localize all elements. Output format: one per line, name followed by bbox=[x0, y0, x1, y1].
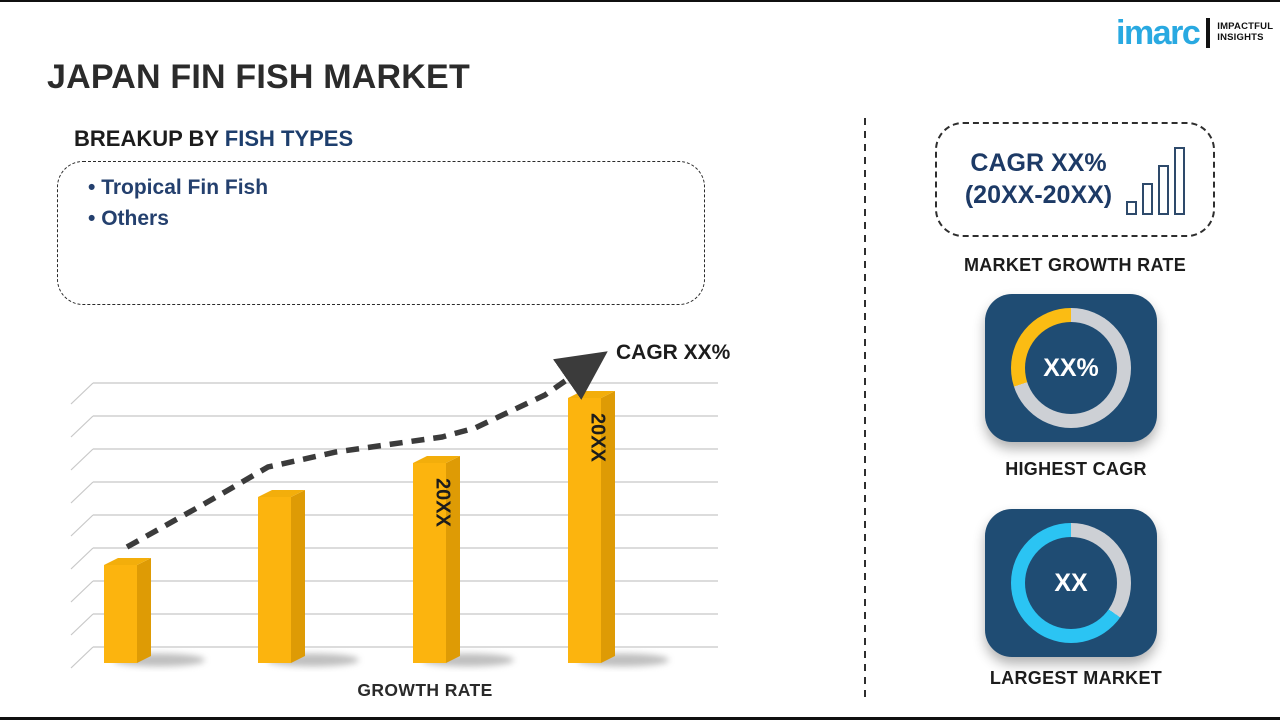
logo-tagline: IMPACTFUL INSIGHTS bbox=[1217, 21, 1274, 44]
cagr-summary-box: CAGR XX% (20XX-20XX) bbox=[935, 122, 1215, 237]
breakup-heading: BREAKUP BY FISH TYPES bbox=[74, 126, 353, 152]
largest-market-label: LARGEST MARKET bbox=[989, 668, 1163, 688]
bar-chart-icon bbox=[1126, 145, 1186, 215]
largest-market-card: XX bbox=[985, 509, 1157, 657]
growth-rate-bar-chart: 20XX 20XX bbox=[70, 351, 718, 669]
logo-tagline-line2: INSIGHTS bbox=[1217, 32, 1264, 43]
cagr-summary-text: CAGR XX% (20XX-20XX) bbox=[965, 148, 1112, 211]
donut-hole bbox=[1025, 322, 1117, 414]
breakup-list: Tropical Fin Fish Others bbox=[88, 172, 268, 234]
highest-cagr-donut-chart: XX% bbox=[1011, 308, 1131, 428]
cagr-trend-label: CAGR XX% bbox=[616, 341, 731, 364]
cagr-value-line: CAGR XX% bbox=[970, 149, 1107, 178]
largest-market-donut-chart: XX bbox=[1011, 523, 1131, 643]
bar-chart-icon-bar2 bbox=[1142, 182, 1154, 215]
bar-label: 20XX bbox=[587, 413, 609, 463]
vertical-dashed-divider bbox=[864, 118, 866, 700]
highest-cagr-label: HIGHEST CAGR bbox=[1005, 459, 1147, 479]
page-title: JAPAN FIN FISH MARKET bbox=[47, 58, 470, 96]
breakup-heading-accent: FISH TYPES bbox=[224, 126, 354, 151]
cagr-trend-arrow bbox=[125, 351, 608, 550]
largest-market-value: XX bbox=[1054, 568, 1088, 597]
logo-tagline-line1: IMPACTFUL bbox=[1217, 21, 1274, 33]
donut-hole bbox=[1025, 537, 1117, 629]
chart-bars: 20XX 20XX bbox=[104, 391, 615, 663]
logo-divider bbox=[1206, 18, 1211, 48]
breakup-heading-prefix: BREAKUP BY bbox=[74, 126, 225, 151]
top-border-line bbox=[0, 0, 1280, 2]
market-growth-rate-label: MARKET GROWTH RATE bbox=[963, 255, 1187, 275]
cagr-period-line: (20XX-20XX) bbox=[964, 180, 1113, 209]
breakup-item-tropical-fin-fish: Tropical Fin Fish bbox=[88, 172, 268, 203]
bar-label: 20XX bbox=[432, 478, 454, 528]
breakup-dashed-box bbox=[57, 161, 705, 305]
bar-chart-icon-bar1 bbox=[1126, 200, 1138, 215]
bar-chart-icon-bar4 bbox=[1174, 146, 1186, 215]
imarc-logo-wordmark: imarc bbox=[1116, 14, 1201, 52]
imarc-logo: imarc IMPACTFUL INSIGHTS bbox=[1116, 16, 1273, 50]
highest-cagr-value: XX% bbox=[1043, 353, 1099, 382]
bar-chart-icon-bar3 bbox=[1158, 164, 1170, 215]
breakup-item-others: Others bbox=[88, 203, 268, 234]
bottom-border-line bbox=[0, 717, 1280, 720]
highest-cagr-card: XX% bbox=[985, 294, 1157, 442]
x-axis-label: GROWTH RATE bbox=[357, 680, 493, 700]
